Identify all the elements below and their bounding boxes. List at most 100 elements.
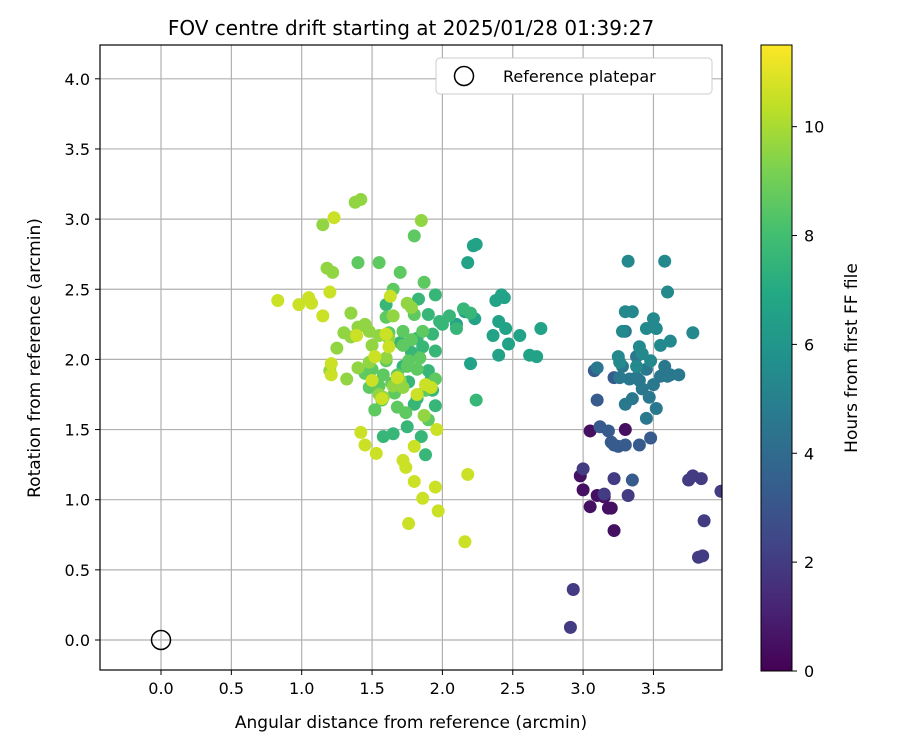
data-point — [449, 322, 463, 336]
data-point — [534, 322, 548, 336]
data-point — [354, 425, 368, 439]
data-point — [563, 620, 577, 634]
data-point — [499, 322, 513, 336]
data-point — [323, 285, 337, 299]
data-point — [621, 488, 635, 502]
data-point — [379, 327, 393, 341]
data-point — [615, 324, 629, 338]
data-point — [682, 473, 696, 487]
data-point — [686, 326, 700, 340]
data-point — [623, 372, 637, 386]
data-point — [630, 359, 644, 373]
data-point — [316, 309, 330, 323]
data-point — [386, 309, 400, 323]
data-point — [369, 446, 383, 460]
data-point — [416, 491, 430, 505]
colorbar-tick-label: 10 — [804, 118, 824, 137]
data-point — [597, 487, 611, 501]
data-point — [417, 409, 431, 423]
colorbar-tick-label: 0 — [804, 662, 814, 681]
data-point — [421, 308, 435, 322]
data-point — [330, 341, 344, 355]
data-point — [382, 340, 396, 354]
data-point — [464, 306, 478, 320]
x-tick-label: 1.5 — [359, 679, 384, 698]
data-point — [607, 524, 621, 538]
data-point — [621, 254, 635, 268]
data-point — [316, 218, 330, 232]
data-point — [428, 344, 442, 358]
colorbar-tick-label: 6 — [804, 335, 814, 354]
legend-marker-open-circle-icon — [453, 65, 475, 87]
data-point — [428, 288, 442, 302]
data-point — [344, 306, 358, 320]
data-point — [362, 324, 376, 338]
data-point — [461, 467, 475, 481]
data-point — [644, 431, 658, 445]
colorbar-label: Hours from first FF file — [842, 263, 862, 453]
x-tick-label: 3.0 — [570, 679, 595, 698]
data-point — [607, 472, 621, 486]
data-point — [613, 355, 627, 369]
data-point — [642, 390, 656, 404]
data-point — [376, 368, 390, 382]
y-tick-label: 0.0 — [65, 631, 90, 650]
y-tick-label: 1.0 — [65, 491, 90, 510]
data-point — [513, 329, 527, 343]
data-point — [393, 265, 407, 279]
data-point — [590, 361, 604, 375]
data-point — [618, 438, 632, 452]
data-point — [632, 438, 646, 452]
data-point — [400, 359, 414, 373]
data-point — [375, 392, 389, 406]
data-point — [417, 275, 431, 289]
data-point — [324, 368, 338, 382]
data-point — [646, 312, 660, 326]
data-point — [399, 460, 413, 474]
data-point — [326, 265, 340, 279]
data-point — [351, 256, 365, 270]
data-point — [461, 256, 475, 270]
data-point — [430, 423, 444, 437]
data-point — [590, 393, 604, 407]
data-point — [340, 372, 354, 386]
data-point — [386, 427, 400, 441]
data-point — [469, 237, 483, 251]
data-point — [372, 256, 386, 270]
data-point — [414, 214, 428, 228]
data-point — [618, 423, 632, 437]
data-point — [486, 329, 500, 343]
data-point — [292, 298, 306, 312]
data-point — [658, 254, 672, 268]
y-tick-label: 0.5 — [65, 561, 90, 580]
x-tick-label: 1.0 — [289, 679, 314, 698]
data-point — [368, 350, 382, 364]
x-tick-label: 2.0 — [430, 679, 455, 698]
data-point — [653, 338, 667, 352]
data-point — [469, 393, 483, 407]
colorbar-gradient — [760, 44, 793, 672]
x-axis-ticks: 0.0 0.5 1.0 1.5 2.0 2.5 3.0 3.5 — [148, 670, 666, 698]
legend-box — [435, 57, 713, 95]
data-point — [404, 333, 418, 347]
plot-frame — [99, 44, 723, 671]
y-tick-label: 2.0 — [65, 350, 90, 369]
data-point — [416, 340, 430, 354]
scatter-points — [271, 192, 722, 634]
data-point — [442, 309, 456, 323]
data-point — [383, 289, 397, 303]
data-point — [661, 285, 675, 299]
data-point — [358, 438, 372, 452]
data-point — [625, 473, 639, 487]
y-axis-label: Rotation from reference (arcmin) — [25, 218, 45, 498]
x-tick-label: 3.5 — [641, 679, 666, 698]
legend-label: Reference platepar — [503, 67, 656, 86]
data-point — [416, 324, 430, 338]
colorbar-tick-label: 8 — [804, 227, 814, 246]
data-point — [601, 501, 615, 515]
data-point — [376, 430, 390, 444]
y-tick-label: 3.5 — [65, 140, 90, 159]
data-point — [649, 322, 663, 336]
colorbar: 0 2 4 6 8 10 Hours from first FF file — [760, 44, 862, 681]
data-point — [419, 448, 433, 462]
